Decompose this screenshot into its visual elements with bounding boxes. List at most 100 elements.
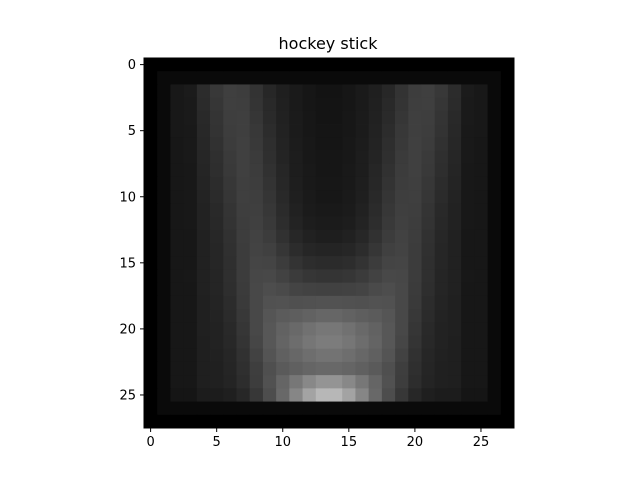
heatmap-cell	[368, 84, 383, 99]
heatmap-cell	[487, 110, 502, 125]
heatmap-cell	[144, 84, 158, 99]
heatmap-cell	[487, 124, 502, 138]
heatmap-cell	[289, 322, 303, 336]
heatmap-cell	[289, 124, 303, 138]
heatmap-cell	[381, 190, 396, 204]
heatmap-cell	[461, 401, 475, 416]
heatmap-cell	[474, 243, 488, 257]
heatmap-cell	[223, 163, 237, 178]
heatmap-cell	[236, 71, 251, 85]
heatmap-cell	[249, 110, 264, 125]
heatmap-cell	[183, 322, 198, 336]
heatmap-cell	[262, 163, 277, 178]
heatmap-cell	[196, 203, 211, 217]
heatmap-cell	[355, 335, 370, 350]
heatmap-cell	[170, 335, 185, 350]
heatmap-cell	[262, 414, 277, 429]
heatmap-cell	[329, 216, 343, 231]
heatmap-cell	[487, 58, 502, 72]
heatmap-cell	[408, 110, 422, 125]
heatmap-cell	[368, 176, 383, 191]
heatmap-cell	[262, 176, 277, 191]
heatmap-cell	[329, 203, 343, 217]
heatmap-cell	[434, 84, 449, 99]
heatmap-cell	[223, 203, 237, 217]
heatmap-cell	[381, 414, 396, 429]
heatmap-cell	[408, 295, 422, 310]
heatmap-cell	[183, 269, 198, 284]
heatmap-cell	[262, 84, 277, 99]
heatmap-cell	[210, 84, 224, 99]
heatmap-cell	[342, 110, 356, 125]
heatmap-cell	[408, 269, 422, 284]
heatmap-cell	[342, 375, 356, 389]
heatmap-cell	[196, 97, 211, 112]
heatmap-cell	[144, 190, 158, 204]
heatmap-cell	[395, 361, 409, 376]
heatmap-cell	[170, 176, 185, 191]
heatmap-cell	[289, 361, 303, 376]
heatmap-cell	[183, 375, 198, 389]
heatmap-cell	[447, 361, 462, 376]
heatmap-cell	[381, 203, 396, 217]
x-tick-label: 20	[407, 435, 424, 450]
heatmap-cell	[249, 84, 264, 99]
heatmap-cell	[236, 388, 251, 402]
heatmap-cell	[329, 309, 343, 323]
heatmap-cell	[474, 84, 488, 99]
heatmap-cell	[500, 176, 515, 191]
heatmap-cell	[157, 58, 171, 72]
heatmap-cell	[500, 58, 515, 72]
heatmap-cell	[421, 361, 436, 376]
heatmap-cell	[421, 335, 436, 350]
heatmap-cell	[315, 97, 330, 112]
heatmap-cell	[355, 97, 370, 112]
heatmap-cell	[408, 414, 422, 429]
heatmap-cell	[474, 282, 488, 297]
heatmap-cell	[144, 58, 158, 72]
heatmap-cell	[395, 150, 409, 165]
heatmap-cell	[236, 256, 251, 270]
heatmap-cell	[276, 137, 290, 151]
heatmap-cell	[183, 137, 198, 151]
heatmap-cell	[329, 58, 343, 72]
heatmap-cell	[381, 176, 396, 191]
y-tick-label: 20	[119, 322, 136, 337]
heatmap-cell	[210, 388, 224, 402]
heatmap-cell	[289, 414, 303, 429]
heatmap-cell	[236, 216, 251, 231]
heatmap-cell	[223, 269, 237, 284]
heatmap-cell	[223, 71, 237, 85]
heatmap-cell	[196, 269, 211, 284]
heatmap-cell	[421, 150, 436, 165]
heatmap-cell	[500, 110, 515, 125]
heatmap-cell	[474, 414, 488, 429]
heatmap-cell	[447, 414, 462, 429]
heatmap-cell	[487, 84, 502, 99]
heatmap-cell	[500, 295, 515, 310]
heatmap-cell	[447, 137, 462, 151]
heatmap-cell	[408, 243, 422, 257]
heatmap-cell	[249, 282, 264, 297]
heatmap-cell	[447, 190, 462, 204]
heatmap-cell	[249, 269, 264, 284]
heatmap-cell	[210, 256, 224, 270]
heatmap-cell	[474, 190, 488, 204]
heatmap-cell	[447, 256, 462, 270]
heatmap-cell	[355, 137, 370, 151]
heatmap-cell	[157, 216, 171, 231]
heatmap-cell	[223, 348, 237, 363]
heatmap-cell	[223, 322, 237, 336]
heatmap-cell	[395, 229, 409, 244]
heatmap-cell	[395, 348, 409, 363]
heatmap-cell	[196, 322, 211, 336]
heatmap-cell	[381, 58, 396, 72]
heatmap-cell	[302, 414, 317, 429]
heatmap-cell	[183, 361, 198, 376]
heatmap-cell	[144, 163, 158, 178]
heatmap-cell	[355, 401, 370, 416]
heatmap-cell	[315, 110, 330, 125]
heatmap-cell	[223, 124, 237, 138]
heatmap-cell	[249, 401, 264, 416]
heatmap-cell	[342, 190, 356, 204]
